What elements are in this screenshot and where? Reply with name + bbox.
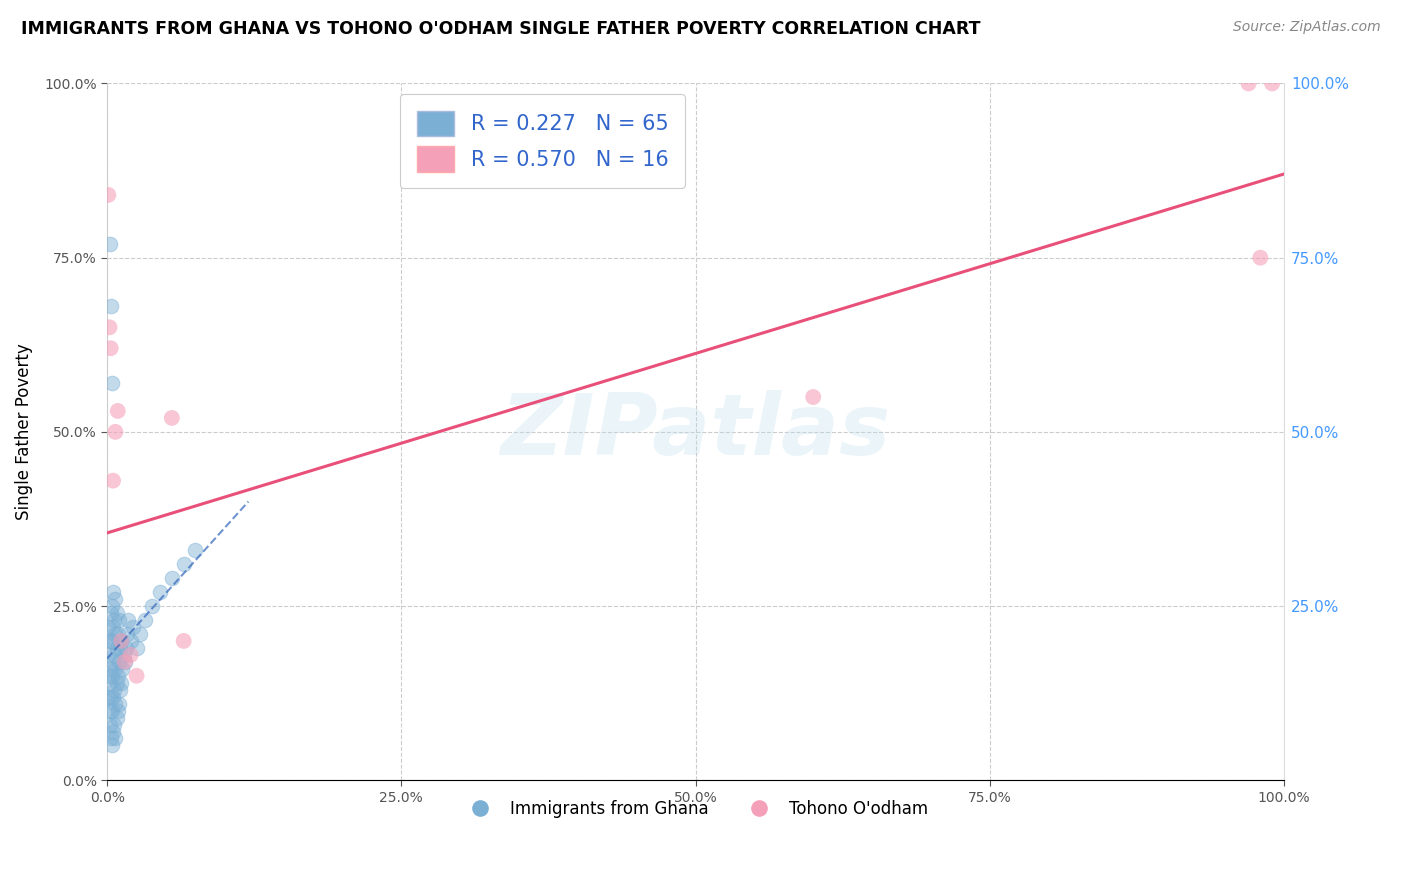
Point <box>105 675 128 690</box>
Point <box>104 697 127 711</box>
Point <box>97 620 120 634</box>
Point <box>114 655 136 669</box>
Point <box>114 655 136 669</box>
Text: ZIPatlas: ZIPatlas <box>501 391 890 474</box>
Point <box>100 341 122 355</box>
Point <box>101 376 124 390</box>
Point <box>104 627 127 641</box>
Text: IMMIGRANTS FROM GHANA VS TOHONO O'ODHAM SINGLE FATHER POVERTY CORRELATION CHART: IMMIGRANTS FROM GHANA VS TOHONO O'ODHAM … <box>21 20 980 37</box>
Y-axis label: Single Father Poverty: Single Father Poverty <box>15 343 32 520</box>
Point <box>98 704 121 718</box>
Point <box>101 599 124 613</box>
Point <box>98 236 121 251</box>
Point <box>110 675 132 690</box>
Point <box>105 710 128 724</box>
Point <box>100 690 122 704</box>
Point <box>105 606 128 620</box>
Point <box>103 613 125 627</box>
Point <box>149 585 172 599</box>
Point <box>101 724 124 739</box>
Point <box>101 704 124 718</box>
Point <box>111 662 134 676</box>
Point <box>108 613 131 627</box>
Point <box>184 543 207 558</box>
Point <box>101 474 124 488</box>
Point <box>110 634 132 648</box>
Text: Source: ZipAtlas.com: Source: ZipAtlas.com <box>1233 20 1381 34</box>
Point <box>98 320 121 334</box>
Point <box>101 585 124 599</box>
Point <box>107 704 129 718</box>
Legend: Immigrants from Ghana, Tohono O'odham: Immigrants from Ghana, Tohono O'odham <box>457 793 935 824</box>
Point <box>100 300 122 314</box>
Point <box>98 717 121 731</box>
Point <box>107 404 129 418</box>
Point <box>120 634 142 648</box>
Point <box>117 613 139 627</box>
Point <box>97 188 120 202</box>
Point <box>103 648 125 662</box>
Point <box>107 669 129 683</box>
Point <box>125 640 148 655</box>
Point <box>108 655 131 669</box>
Point <box>801 390 824 404</box>
Point <box>115 627 138 641</box>
Point <box>173 558 195 572</box>
Point <box>104 731 127 746</box>
Point <box>100 606 122 620</box>
Point <box>107 627 129 641</box>
Point <box>100 662 122 676</box>
Point <box>97 669 120 683</box>
Point <box>125 669 148 683</box>
Point <box>160 411 183 425</box>
Point <box>105 640 128 655</box>
Point <box>1249 251 1271 265</box>
Point <box>98 675 121 690</box>
Point <box>101 739 124 753</box>
Point <box>173 634 195 648</box>
Point <box>134 613 156 627</box>
Point <box>108 682 131 697</box>
Point <box>103 682 125 697</box>
Point <box>104 592 127 607</box>
Point <box>101 634 124 648</box>
Point <box>101 669 124 683</box>
Point <box>104 425 127 439</box>
Point <box>101 655 124 669</box>
Point <box>160 571 183 585</box>
Point <box>101 620 124 634</box>
Point <box>97 690 120 704</box>
Point <box>108 640 131 655</box>
Point <box>1237 77 1260 91</box>
Point <box>100 731 122 746</box>
Point <box>1261 77 1284 91</box>
Point <box>104 662 127 676</box>
Point <box>103 717 125 731</box>
Point <box>141 599 163 613</box>
Point <box>100 634 122 648</box>
Point <box>101 690 124 704</box>
Point <box>112 648 135 662</box>
Point <box>97 648 120 662</box>
Point <box>110 634 132 648</box>
Point <box>120 648 142 662</box>
Point <box>98 634 121 648</box>
Point <box>129 627 152 641</box>
Point <box>115 640 138 655</box>
Point <box>108 697 131 711</box>
Point <box>122 620 145 634</box>
